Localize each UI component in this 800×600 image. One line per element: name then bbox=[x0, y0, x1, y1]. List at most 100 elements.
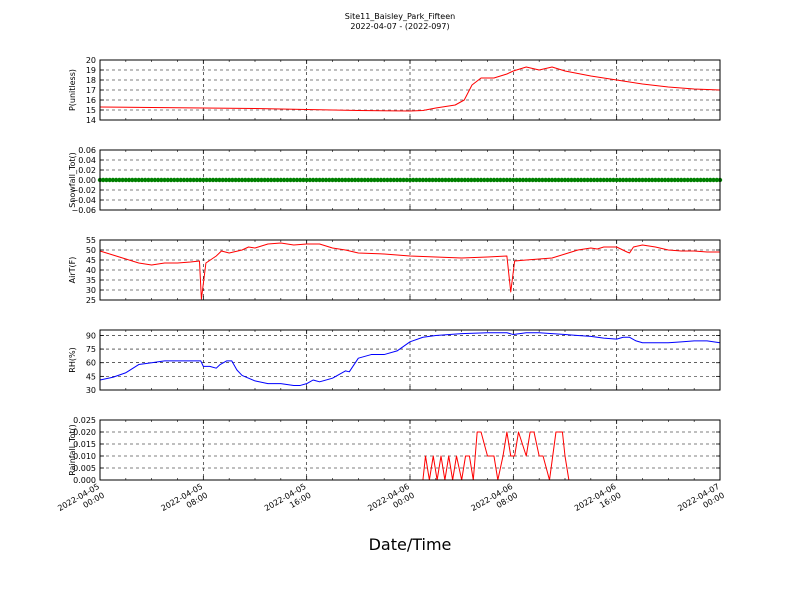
data-point bbox=[346, 177, 351, 183]
data-point bbox=[375, 177, 380, 183]
data-point bbox=[475, 177, 481, 183]
data-point bbox=[649, 177, 655, 183]
data-point bbox=[120, 177, 125, 183]
data-point bbox=[611, 177, 616, 183]
data-point bbox=[436, 177, 442, 183]
data-point bbox=[420, 177, 426, 183]
data-point bbox=[469, 177, 474, 183]
data-point bbox=[278, 177, 284, 183]
data-point bbox=[359, 177, 364, 183]
data-point bbox=[669, 177, 674, 183]
y-tick-label: 17 bbox=[86, 86, 96, 95]
data-point bbox=[401, 177, 406, 183]
axes-frame bbox=[99, 59, 721, 121]
data-point bbox=[162, 177, 167, 183]
data-point bbox=[407, 177, 413, 183]
x-tick-label: 2022-04-0516:00 bbox=[263, 482, 313, 522]
data-point bbox=[714, 177, 719, 183]
data-point bbox=[152, 177, 158, 183]
data-point bbox=[110, 177, 116, 183]
series-line bbox=[99, 66, 721, 112]
data-point bbox=[252, 177, 258, 183]
data-point bbox=[398, 177, 403, 183]
data-point bbox=[582, 177, 587, 183]
data-point bbox=[543, 177, 548, 183]
data-point bbox=[507, 177, 513, 183]
data-point bbox=[285, 177, 290, 183]
data-point bbox=[675, 177, 681, 183]
y-axis-label: Rainfall_Tot() bbox=[68, 424, 77, 476]
y-tick-label: 0.000 bbox=[73, 476, 96, 485]
data-point bbox=[243, 177, 248, 183]
data-point bbox=[265, 177, 271, 183]
y-tick-label: 0.005 bbox=[73, 464, 96, 473]
data-point bbox=[585, 177, 590, 183]
axes-frame bbox=[99, 329, 721, 391]
data-point bbox=[536, 177, 542, 183]
data-point bbox=[101, 177, 106, 183]
panel-1: −0.06−0.04−0.020.000.020.040.06Snowfall_… bbox=[68, 146, 723, 215]
data-point bbox=[527, 177, 532, 183]
data-point bbox=[394, 177, 400, 183]
data-point bbox=[630, 177, 636, 183]
data-point bbox=[504, 177, 510, 183]
x-tick-label: 2022-04-0500:00 bbox=[56, 482, 106, 522]
data-point bbox=[301, 177, 306, 183]
y-tick-label: 0.015 bbox=[73, 440, 96, 449]
x-tick-label: 2022-04-0608:00 bbox=[470, 482, 520, 522]
data-point bbox=[188, 177, 193, 183]
y-tick-label: 30 bbox=[86, 386, 96, 395]
data-point bbox=[656, 177, 661, 183]
y-tick-label: 0.06 bbox=[78, 146, 96, 155]
data-point bbox=[711, 177, 716, 183]
data-point bbox=[378, 177, 384, 183]
data-point bbox=[104, 177, 109, 183]
data-point bbox=[443, 177, 448, 183]
data-point bbox=[646, 177, 652, 183]
x-tick-label: 2022-04-0616:00 bbox=[573, 482, 623, 522]
axes-frame bbox=[99, 419, 721, 481]
data-point bbox=[679, 177, 684, 183]
axes-frame bbox=[99, 149, 721, 211]
data-point bbox=[381, 177, 387, 183]
data-point bbox=[259, 177, 264, 183]
y-axis-label: P(unitless) bbox=[68, 69, 77, 111]
data-point bbox=[566, 177, 571, 183]
data-point bbox=[514, 177, 519, 183]
data-point bbox=[385, 177, 390, 183]
data-point bbox=[453, 177, 458, 183]
series-line bbox=[99, 332, 721, 386]
data-point bbox=[446, 177, 451, 183]
y-tick-label: 40 bbox=[86, 266, 96, 275]
data-point bbox=[175, 177, 180, 183]
data-point bbox=[620, 177, 626, 183]
x-tick-label: 2022-04-0700:00 bbox=[676, 482, 726, 522]
y-tick-label: 25 bbox=[86, 296, 96, 305]
data-point bbox=[181, 177, 187, 183]
data-point bbox=[330, 177, 335, 183]
data-point bbox=[617, 177, 623, 183]
data-point bbox=[352, 177, 358, 183]
data-point bbox=[637, 177, 642, 183]
data-point bbox=[272, 177, 277, 183]
data-point bbox=[417, 177, 422, 183]
data-point bbox=[411, 177, 416, 183]
data-point bbox=[588, 177, 594, 183]
data-point bbox=[191, 177, 196, 183]
data-point bbox=[339, 177, 345, 183]
data-point bbox=[423, 177, 429, 183]
data-point bbox=[517, 177, 522, 183]
data-point bbox=[465, 177, 471, 183]
data-point bbox=[698, 177, 703, 183]
data-point bbox=[343, 177, 348, 183]
y-tick-label: 90 bbox=[86, 331, 96, 340]
data-point bbox=[472, 177, 477, 183]
data-point bbox=[524, 177, 529, 183]
y-tick-label: −0.04 bbox=[71, 196, 96, 205]
data-point bbox=[362, 177, 367, 183]
data-point bbox=[549, 177, 555, 183]
x-axis-ticks: 2022-04-0500:00 2022-04-0508:00 2022-04-05… bbox=[56, 482, 726, 522]
data-point bbox=[533, 177, 539, 183]
data-point bbox=[627, 177, 632, 183]
